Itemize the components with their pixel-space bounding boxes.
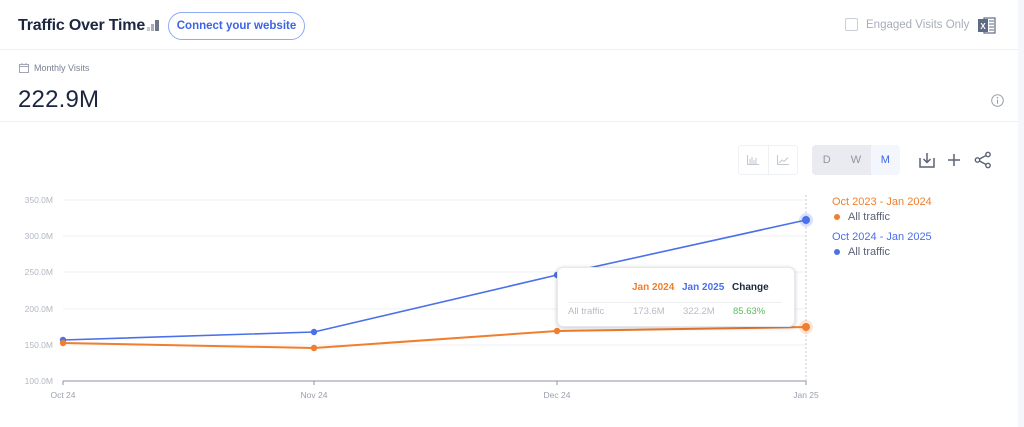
period-day-button[interactable]: D [822, 154, 831, 166]
line-chart-button[interactable] [767, 146, 797, 174]
tooltip-val-2025: 322.2M [683, 306, 715, 317]
x-tick: Nov 24 [301, 390, 328, 400]
chart-type-switcher [738, 145, 798, 175]
plus-icon[interactable] [945, 151, 963, 169]
connect-website-button[interactable]: Connect your website [168, 12, 305, 40]
legend-period-2024: Oct 2024 - Jan 2025 [832, 231, 932, 243]
divider [0, 121, 1018, 122]
bar-chart-icon [747, 155, 760, 165]
legend-label: All traffic [848, 246, 890, 258]
tooltip-col-change: Change [732, 282, 769, 293]
x-tick: Jan 25 [793, 390, 819, 400]
chart-legend: Oct 2023 - Jan 2024 All traffic Oct 2024… [832, 196, 932, 266]
info-icon[interactable] [991, 94, 1004, 107]
calendar-icon [19, 63, 29, 73]
engaged-visits-checkbox[interactable] [845, 18, 858, 31]
x-tick: Oct 24 [50, 390, 75, 400]
tooltip-col-2024: Jan 2024 [632, 282, 675, 293]
legend-period-2023: Oct 2023 - Jan 2024 [832, 196, 932, 208]
tooltip-change: 85.63% [733, 306, 766, 317]
bar-chart-button[interactable] [739, 146, 768, 174]
metric-label-text: Monthly Visits [34, 63, 90, 73]
download-icon[interactable] [918, 151, 936, 169]
legend-item-2023[interactable]: All traffic [832, 211, 932, 223]
legend-dot-icon [834, 214, 840, 220]
y-tick: 250.0M [25, 267, 53, 277]
x-axis: Oct 24 Nov 24 Dec 24 Jan 25 [50, 380, 819, 400]
tooltip-row-label: All traffic [568, 306, 605, 317]
tooltip-val-2024: 173.6M [633, 306, 665, 317]
period-week-button[interactable]: W [850, 154, 862, 166]
header: Traffic Over Time Connect your website E… [0, 0, 1018, 50]
engaged-visits-toggle[interactable]: Engaged Visits Only [845, 18, 969, 31]
y-tick: 200.0M [25, 304, 53, 314]
y-tick: 100.0M [25, 376, 53, 386]
line-chart-icon [776, 155, 789, 165]
legend-dot-icon [834, 249, 840, 255]
svg-text:X: X [980, 22, 986, 31]
tooltip-col-2025: Jan 2025 [682, 282, 725, 293]
bar-rank-icon [147, 20, 159, 31]
period-switcher: D W M [812, 145, 900, 175]
legend-item-2024[interactable]: All traffic [832, 246, 932, 258]
page-title: Traffic Over Time [18, 17, 146, 34]
series-2024-2025 [59, 213, 813, 344]
metric-label: Monthly Visits [19, 63, 89, 73]
x-tick: Dec 24 [544, 390, 571, 400]
tooltip-divider [568, 302, 782, 303]
scroll-edge [1018, 0, 1024, 427]
metric-value: 222.9M [18, 86, 100, 113]
legend-label: All traffic [848, 211, 890, 223]
chart-tooltip: Jan 2024 Jan 2025 Change All traffic 173… [557, 267, 795, 327]
excel-icon[interactable]: X [978, 17, 996, 34]
engaged-visits-label: Engaged Visits Only [866, 18, 970, 31]
series-2023-2024 [59, 320, 813, 352]
y-tick: 350.0M [25, 195, 53, 205]
period-month-button[interactable]: M [870, 145, 900, 175]
y-tick: 150.0M [25, 340, 53, 350]
share-icon[interactable] [974, 151, 992, 169]
y-tick: 300.0M [25, 231, 53, 241]
